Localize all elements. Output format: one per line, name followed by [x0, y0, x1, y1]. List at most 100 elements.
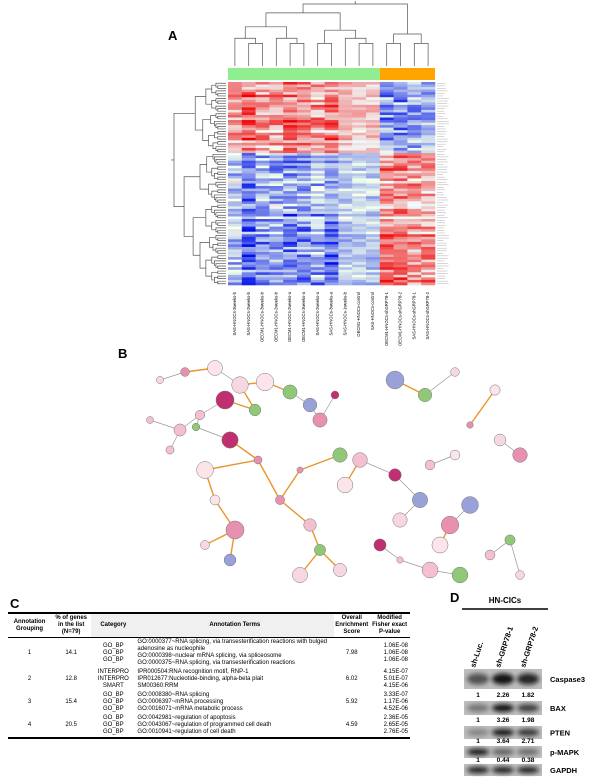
heatmap-cell: [352, 229, 367, 233]
heatmap-cell: [379, 213, 394, 217]
heatmap-cell: [338, 125, 353, 128]
dendrogram-branch: [344, 37, 367, 66]
heatmap-cell: [421, 173, 436, 177]
heatmap-cell: [297, 267, 312, 271]
heatmap-cell: [393, 274, 408, 278]
heatmap-cell: [338, 87, 353, 90]
heatmap-cell: [366, 112, 381, 116]
heatmap-cell: [324, 135, 339, 139]
heatmap-cell: [338, 246, 353, 250]
heatmap-cell: [366, 211, 381, 215]
heatmap-cell: [310, 132, 325, 136]
heatmap-cell: [297, 114, 312, 118]
heatmap-cell: [379, 264, 394, 268]
heatmap-cell: [283, 97, 298, 101]
heatmap-cell: [393, 282, 408, 286]
heatmap-cell: [310, 153, 325, 156]
heatmap-cell: [241, 219, 256, 222]
heatmap-cell: [283, 94, 298, 98]
heatmap-cell: [255, 130, 270, 134]
heatmap-cell: [255, 102, 270, 106]
heatmap-cell: [393, 132, 408, 136]
heatmap-cell: [228, 213, 243, 217]
heatmap-cell: [283, 191, 298, 194]
heatmap-cell: [324, 274, 339, 278]
heatmap-cell: [241, 163, 256, 167]
heatmap-cell: [393, 264, 408, 268]
heatmap-cell: [393, 206, 408, 210]
heatmap-cell: [241, 117, 256, 121]
heatmap-cell: [297, 107, 312, 111]
heatmap-cell: [297, 142, 312, 146]
heatmap-cell: [352, 208, 367, 212]
heatmap-cell: [407, 224, 422, 227]
heatmap-cell: [393, 224, 408, 227]
heatmap-cell: [324, 282, 339, 286]
column-label: SAS-HNOCs-shGRP78-1: [411, 291, 416, 339]
heatmap-cell: [324, 277, 339, 281]
heatmap-cell: [352, 274, 367, 278]
heatmap-cell: [379, 216, 394, 220]
heatmap-cell: [310, 267, 325, 271]
heatmap-cell: [338, 150, 353, 154]
heatmap-cell: [338, 178, 353, 182]
heatmap-cell: [324, 84, 339, 88]
heatmap-cell: [421, 198, 436, 202]
heatmap-cell: [366, 264, 381, 268]
heatmap-cell: [255, 269, 270, 273]
heatmap-cell: [421, 97, 436, 101]
heatmap-cell: [407, 198, 422, 202]
heatmap-cell: [393, 140, 408, 144]
network-node: [385, 370, 405, 390]
heatmap-cell: [338, 213, 353, 217]
heatmap-cell: [255, 201, 270, 205]
heatmap-cell: [241, 279, 256, 283]
heatmap-cell: [269, 188, 284, 192]
heatmap-cell: [310, 84, 325, 88]
heatmap-cell: [310, 226, 325, 230]
column-label: OECM1-HNOCs-control: [356, 292, 361, 337]
heatmap-cell: [297, 269, 312, 273]
heatmap-cell: [407, 94, 422, 98]
heatmap-cell: [228, 158, 243, 161]
heatmap-cell: [310, 211, 325, 215]
heatmap-cell: [255, 107, 270, 111]
heatmap-cell: [366, 94, 381, 98]
term: IPR012677:Nucleotide-binding, alpha-beta…: [137, 676, 264, 682]
heatmap-cell: [393, 82, 408, 85]
heatmap-cell: [324, 82, 339, 85]
heatmap-cell: [421, 186, 436, 189]
heatmap-cell: [352, 117, 367, 121]
heatmap-cell: [421, 122, 436, 126]
pvalue-cell: 4.15E-07 5.01E-07 4.15E-06: [369, 668, 410, 691]
heatmap-cell: [255, 186, 270, 189]
heatmap-cell: [297, 252, 312, 255]
heatmap-cell: [269, 147, 284, 151]
heatmap-cell: [241, 135, 256, 139]
column-label: OECM1-HNOCs-3weeks-a: [301, 291, 306, 342]
heatmap-cell: [338, 224, 353, 227]
heatmap-cell: [421, 191, 436, 194]
heatmap-cell: [366, 191, 381, 194]
heatmap-cell: [255, 112, 270, 116]
heatmap-cell: [379, 246, 394, 250]
heatmap-cell: [421, 224, 436, 227]
heatmap-cell: [269, 229, 284, 233]
heatmap-cell: [324, 249, 339, 253]
heatmap-cell: [338, 272, 353, 276]
heatmap-cell: [338, 188, 353, 192]
panel-label: A: [168, 28, 178, 43]
heatmap-cell: [269, 170, 284, 174]
heatmap-cell: [283, 125, 298, 128]
heatmap-cell: [228, 165, 243, 169]
heatmap-cell: [338, 109, 353, 113]
heatmap-cell: [393, 244, 408, 248]
heatmap-cell: [393, 147, 408, 151]
heatmap-cell: [407, 150, 422, 154]
heatmap-cell: [241, 127, 256, 131]
heatmap-cell: [255, 203, 270, 207]
heatmap-cell: [324, 107, 339, 111]
dendrogram-branch: [206, 156, 213, 173]
heatmap-cell: [241, 147, 256, 151]
heatmap-cell: [228, 249, 243, 253]
